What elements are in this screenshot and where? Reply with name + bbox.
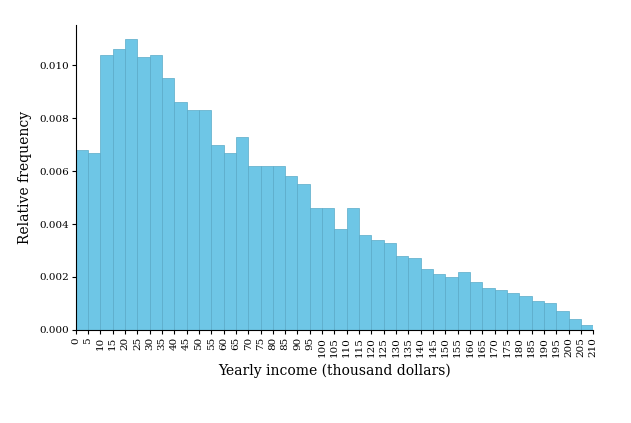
Bar <box>347 208 359 330</box>
Bar <box>445 277 457 330</box>
Bar <box>248 166 261 330</box>
Bar <box>556 311 569 330</box>
Y-axis label: Relative frequency: Relative frequency <box>18 111 32 244</box>
Bar <box>310 208 322 330</box>
Bar <box>495 290 507 330</box>
Bar <box>322 208 334 330</box>
Bar <box>223 153 236 330</box>
Bar <box>88 153 100 330</box>
Bar <box>433 275 445 330</box>
Bar <box>581 324 593 330</box>
Bar <box>372 240 384 330</box>
Bar <box>199 110 211 330</box>
Bar <box>482 288 495 330</box>
Bar <box>544 303 556 330</box>
Bar <box>569 319 581 330</box>
Bar <box>519 296 531 330</box>
Bar <box>113 49 125 330</box>
Bar <box>470 282 482 330</box>
Bar <box>396 256 408 330</box>
X-axis label: Yearly income (thousand dollars): Yearly income (thousand dollars) <box>218 364 451 378</box>
Bar <box>150 55 162 330</box>
Bar <box>421 269 433 330</box>
Bar <box>261 166 273 330</box>
Bar <box>174 102 187 330</box>
Bar <box>100 55 113 330</box>
Bar <box>285 176 297 330</box>
Bar <box>297 184 310 330</box>
Bar <box>334 229 347 330</box>
Bar <box>273 166 285 330</box>
Bar <box>384 242 396 330</box>
Bar <box>187 110 199 330</box>
Bar <box>457 272 470 330</box>
Bar <box>162 78 174 330</box>
Bar <box>359 235 372 330</box>
Bar <box>76 150 88 330</box>
Bar <box>236 137 248 330</box>
Bar <box>211 145 223 330</box>
Bar <box>125 38 138 330</box>
Bar <box>408 258 421 330</box>
Bar <box>507 293 519 330</box>
Bar <box>531 301 544 330</box>
Bar <box>138 57 150 330</box>
